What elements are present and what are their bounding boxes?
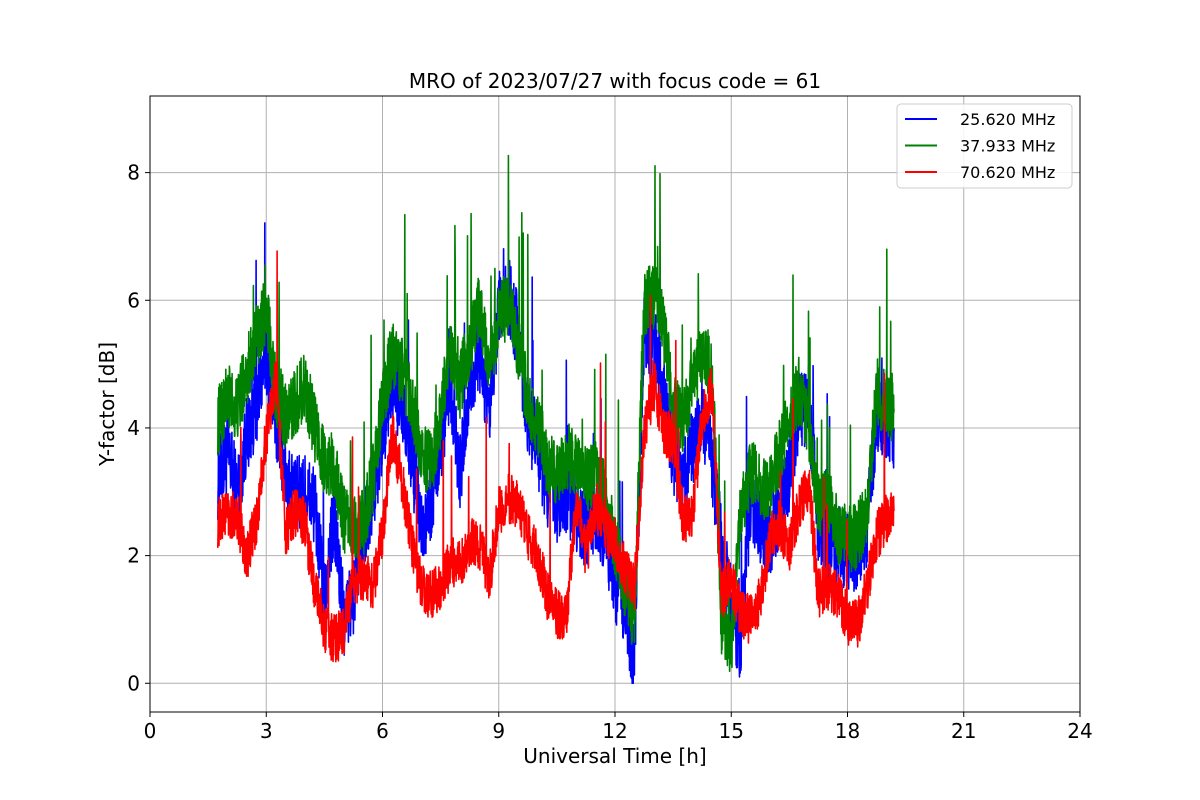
chart-title: MRO of 2023/07/27 with focus code = 61 (409, 69, 821, 93)
series-group (217, 154, 895, 685)
x-tick-label: 9 (492, 719, 505, 743)
series-line-70-620-mhz (217, 250, 895, 663)
legend-label-37-933-mhz: 37.933 MHz (960, 137, 1055, 156)
y-tick-label: 6 (127, 288, 140, 312)
x-axis: 0 3 6 9 12 15 18 21 24 (144, 712, 1093, 743)
y-tick-label: 4 (127, 416, 140, 440)
legend-box (896, 103, 1073, 189)
x-tick-label: 21 (951, 719, 976, 743)
y-tick-label: 2 (127, 544, 140, 568)
y-tick-label: 8 (127, 161, 140, 185)
legend: 25.620 MHz 37.933 MHz 70.620 MHz (896, 103, 1073, 189)
x-axis-label: Universal Time [h] (523, 744, 706, 768)
x-tick-label: 3 (260, 719, 273, 743)
x-tick-label: 12 (602, 719, 627, 743)
x-tick-label: 15 (719, 719, 744, 743)
x-tick-label: 0 (144, 719, 157, 743)
y-tick-label: 0 (127, 671, 140, 695)
y-axis-label: Y-factor [dB] (95, 342, 119, 467)
x-tick-label: 6 (376, 719, 389, 743)
x-tick-label: 18 (835, 719, 860, 743)
legend-label-25-620-mhz: 25.620 MHz (960, 110, 1055, 129)
x-tick-label: 24 (1067, 719, 1092, 743)
series-line-37-933-mhz (217, 154, 895, 673)
y-axis: 0 2 4 6 8 (127, 161, 150, 695)
legend-label-70-620-mhz: 70.620 MHz (960, 163, 1055, 182)
